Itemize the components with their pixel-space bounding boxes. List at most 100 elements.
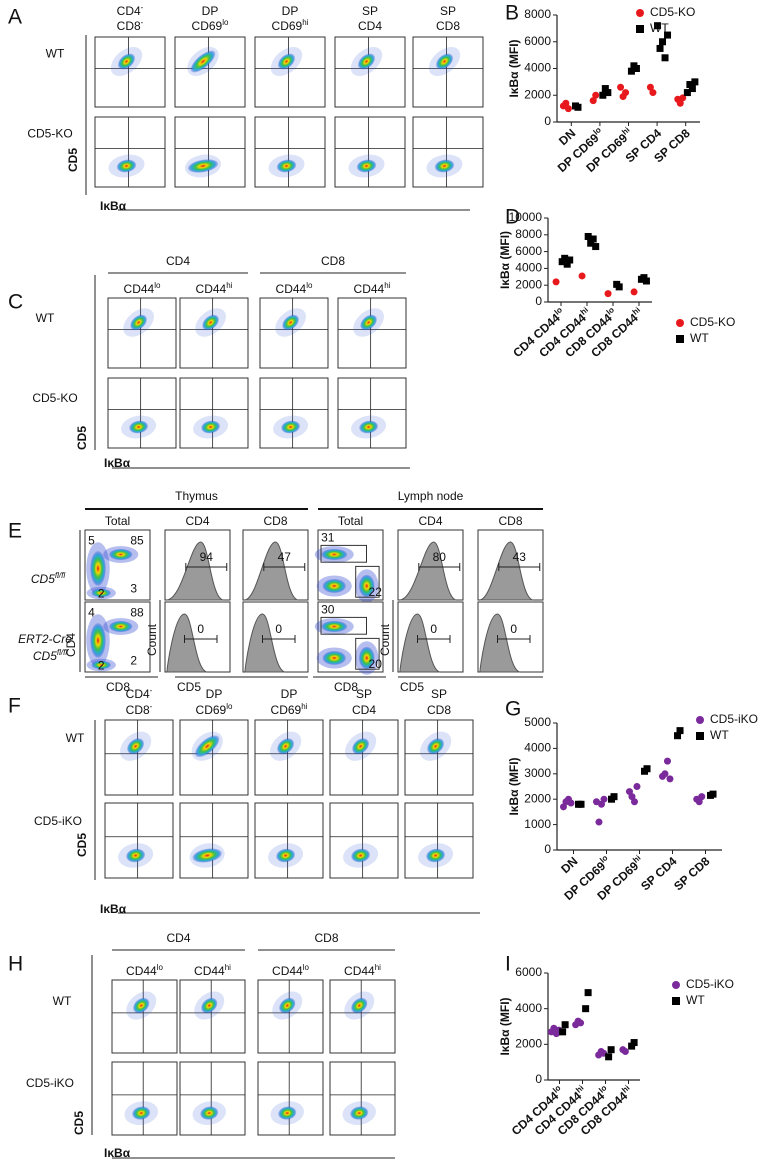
cell-density	[109, 548, 133, 561]
x-tick-label-base: DN	[556, 126, 578, 148]
panel-letter: E	[8, 520, 22, 543]
cell-density	[90, 623, 106, 658]
group-header: CD8	[314, 931, 338, 945]
column-header: CD8	[427, 703, 451, 717]
column-header-base: DP	[206, 687, 223, 701]
x-tick-label: DN	[558, 854, 580, 876]
cell-density	[91, 588, 111, 598]
cell-density	[351, 997, 368, 1014]
axis-label: CD5	[72, 1111, 86, 1135]
flow-plot	[179, 1061, 246, 1136]
data-point	[564, 105, 572, 113]
row-label-base: CD5	[33, 649, 57, 663]
column-header-base: CD69	[272, 19, 303, 33]
column-header-base: CD69	[192, 19, 223, 33]
gate-value: 3	[130, 582, 137, 596]
data-point	[679, 94, 687, 102]
column-header-sup: -	[150, 686, 153, 695]
column-header-base: CD44	[344, 964, 375, 978]
legend-label: CD5-iKO	[710, 712, 758, 726]
y-tick-label: 6000	[515, 244, 542, 258]
axis-label: CD4	[64, 633, 78, 657]
column-header-base: CD44	[196, 282, 227, 296]
axis-label: IκBα	[104, 456, 131, 470]
axis-label: IκBα	[100, 902, 127, 916]
row-label-sup: fl/fl	[57, 648, 67, 657]
column-header-base: DP	[281, 687, 298, 701]
x-tick-label-sup: lo	[597, 1083, 608, 1095]
column-header: SP	[431, 687, 447, 701]
data-point	[686, 81, 694, 89]
data-point	[683, 89, 691, 97]
gate-value: 0	[275, 622, 282, 636]
column-header: CD8-	[117, 18, 144, 34]
legend-label: CD5-KO	[690, 315, 735, 329]
column-header-sup: lo	[222, 18, 229, 27]
column-header-sup: hi	[301, 702, 307, 711]
panel-letter: H	[8, 953, 23, 976]
legend-label: WT	[710, 728, 729, 742]
flow-plot	[254, 116, 326, 188]
column-header-sup: lo	[154, 281, 161, 290]
row-label: CD5-iKO	[34, 814, 82, 828]
x-tick-label-sup: hi	[620, 125, 631, 136]
y-axis-label: IκBα (MFI)	[507, 757, 521, 815]
data-point	[663, 757, 671, 765]
column-header: DP	[206, 687, 223, 701]
gate-value: 88	[130, 605, 144, 619]
data-point	[656, 44, 664, 52]
data-point	[661, 770, 669, 778]
row-label-base: ERT2-Cre	[18, 632, 72, 646]
x-tick-label-sup: lo	[604, 305, 615, 317]
data-point	[582, 1005, 590, 1013]
cell-density	[281, 420, 301, 434]
x-tick-label-sup: hi	[631, 853, 642, 864]
data-point	[630, 1039, 638, 1047]
cell-density	[276, 159, 297, 173]
group-header: CD4	[166, 931, 190, 945]
flow-plot	[104, 719, 174, 796]
column-header-base: CD44	[354, 282, 385, 296]
data-point	[654, 22, 662, 30]
cell-density	[360, 314, 377, 331]
panel-letter: D	[505, 206, 520, 229]
gate-value: 94	[200, 550, 214, 564]
cell-density	[434, 159, 455, 173]
gate-value: 2	[98, 659, 105, 673]
axis-label: CD5	[400, 680, 424, 694]
row-label: WT	[36, 311, 55, 325]
data-point	[578, 272, 586, 280]
axis-label: Count	[145, 623, 159, 656]
column-header-sup: hi	[384, 281, 390, 290]
data-point	[595, 818, 603, 826]
axis-label: CD8	[334, 680, 358, 694]
column-header-base: SP	[356, 687, 372, 701]
cell-density	[278, 1106, 297, 1120]
cell-density	[202, 314, 219, 331]
y-tick-label: 4000	[524, 741, 551, 755]
column-header-base: SP	[431, 687, 447, 701]
data-point	[630, 798, 638, 806]
column-header-base: CD44	[276, 282, 307, 296]
y-tick-label: 6000	[515, 965, 542, 979]
group-header: Thymus	[175, 489, 218, 503]
column-header: CD44hi	[344, 963, 381, 979]
histogram	[399, 541, 457, 601]
x-tick-label: SP CD4	[638, 854, 680, 893]
flow-plot	[174, 36, 246, 108]
cell-density	[127, 738, 145, 755]
y-axis-label: IκBα (MFI)	[498, 997, 512, 1055]
data-point	[610, 793, 618, 801]
data-point	[688, 85, 696, 93]
cell-density	[276, 848, 296, 863]
gate-value: 43	[513, 550, 527, 564]
flow-plot	[412, 36, 484, 108]
column-header: DP	[202, 4, 219, 18]
data-point	[607, 1046, 615, 1054]
y-tick-label: 2000	[524, 87, 551, 101]
axis-label: CD5	[75, 833, 89, 857]
data-point	[552, 278, 560, 286]
cell-density	[192, 848, 222, 863]
panel-letter: G	[505, 698, 521, 721]
legend-label: CD5-KO	[650, 5, 695, 19]
